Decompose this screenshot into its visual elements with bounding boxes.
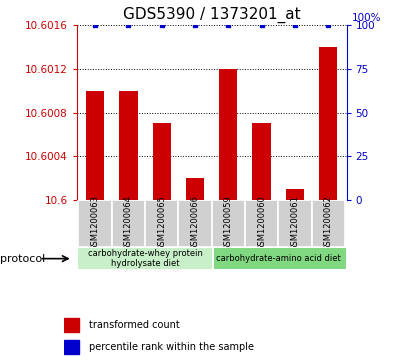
- Text: GSM1200064: GSM1200064: [124, 195, 133, 251]
- Text: GSM1200066: GSM1200066: [190, 195, 200, 251]
- Bar: [78, 200, 112, 247]
- Bar: [213, 247, 347, 270]
- Text: protocol: protocol: [0, 254, 45, 264]
- Bar: [245, 200, 278, 247]
- Bar: [119, 91, 137, 200]
- Bar: [319, 47, 337, 200]
- Bar: [145, 200, 178, 247]
- Bar: [312, 200, 345, 247]
- Text: GSM1200060: GSM1200060: [257, 195, 266, 251]
- Bar: [186, 178, 204, 200]
- Bar: [64, 318, 79, 332]
- Bar: [77, 247, 213, 270]
- Bar: [286, 189, 304, 200]
- Text: carbohydrate-whey protein
hydrolysate diet: carbohydrate-whey protein hydrolysate di…: [88, 249, 203, 268]
- Text: 100%: 100%: [352, 13, 381, 23]
- Bar: [64, 339, 79, 354]
- Bar: [178, 200, 212, 247]
- Text: percentile rank within the sample: percentile rank within the sample: [89, 342, 254, 352]
- Bar: [278, 200, 312, 247]
- Text: transformed count: transformed count: [89, 320, 180, 330]
- Text: carbohydrate-amino acid diet: carbohydrate-amino acid diet: [216, 254, 341, 263]
- Title: GDS5390 / 1373201_at: GDS5390 / 1373201_at: [123, 7, 300, 23]
- Text: GSM1200061: GSM1200061: [290, 195, 299, 251]
- Text: GSM1200059: GSM1200059: [224, 195, 233, 251]
- Bar: [153, 123, 171, 200]
- Text: GSM1200063: GSM1200063: [90, 195, 100, 251]
- Bar: [212, 200, 245, 247]
- Bar: [86, 91, 104, 200]
- Text: GSM1200062: GSM1200062: [324, 195, 333, 251]
- Bar: [219, 69, 237, 200]
- Bar: [252, 123, 271, 200]
- Text: GSM1200065: GSM1200065: [157, 195, 166, 251]
- Bar: [112, 200, 145, 247]
